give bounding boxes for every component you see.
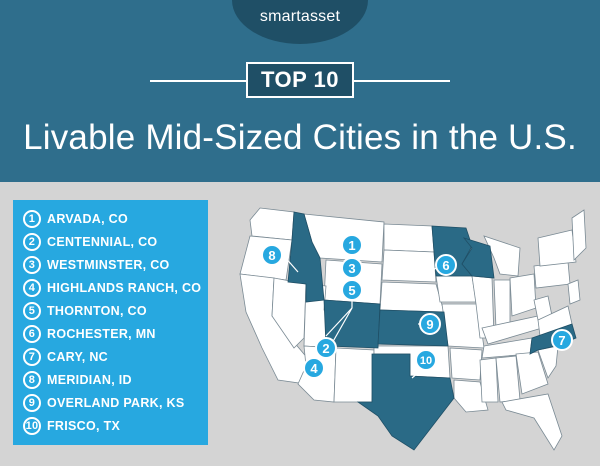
marker-label: 7 [558, 333, 565, 348]
state-michigan [483, 235, 521, 277]
marker-circle [415, 349, 437, 371]
city-name: ARVADA, CO [47, 212, 129, 226]
list-item: 1 ARVADA, CO [23, 208, 128, 230]
state-colorado [323, 299, 381, 349]
marker-circle [315, 337, 337, 359]
state-florida [501, 393, 563, 451]
state-alabama [495, 355, 521, 403]
state-nebraska [379, 281, 445, 313]
marker-label: 6 [442, 258, 449, 273]
map-marker: 5 [341, 279, 363, 301]
rank-number: 5 [23, 302, 41, 320]
rank-number: 2 [23, 233, 41, 251]
state-new-england [571, 209, 587, 261]
list-item: 3 WESTMINSTER, CO [23, 254, 170, 276]
map-marker: 8 [261, 244, 283, 266]
map-marker: 7 [551, 329, 573, 351]
city-name: THORNTON, CO [47, 304, 147, 318]
state-north-dakota [383, 223, 435, 253]
rank-number: 1 [23, 210, 41, 228]
map-marker: 4 [303, 357, 325, 379]
city-name: ROCHESTER, MN [47, 327, 156, 341]
page-title: Livable Mid-Sized Cities in the U.S. [23, 118, 577, 157]
list-item: 7 CARY, NC [23, 346, 108, 368]
logo-tab: smartasset [232, 0, 368, 44]
marker-label: 9 [426, 317, 433, 332]
badge-divider-left [150, 80, 246, 82]
city-name: MERIDIAN, ID [47, 373, 132, 387]
badge-divider-right [354, 80, 450, 82]
state-new-mexico [333, 347, 375, 403]
state-washington [249, 207, 295, 241]
list-item: 8 MERIDIAN, ID [23, 369, 132, 391]
header-banner: smartasset TOP 10 Livable Mid-Sized Citi… [0, 0, 600, 182]
list-item: 2 CENTENNIAL, CO [23, 231, 157, 253]
rank-number: 7 [23, 348, 41, 366]
list-item: 9 OVERLAND PARK, KS [23, 392, 185, 414]
marker-circle [435, 254, 457, 276]
city-name: WESTMINSTER, CO [47, 258, 170, 272]
marker-connector [325, 307, 353, 337]
map-marker: 10 [415, 349, 437, 371]
rank-number: 6 [23, 325, 41, 343]
state-south-dakota [381, 249, 437, 283]
list-item: 10 FRISCO, TX [23, 415, 120, 437]
marker-circle [419, 313, 441, 335]
state-arkansas [449, 347, 483, 381]
marker-circle [303, 357, 325, 379]
marker-label: 3 [348, 261, 355, 276]
list-item: 4 HIGHLANDS RANCH, CO [23, 277, 201, 299]
state-ohio [509, 273, 537, 317]
rank-number: 4 [23, 279, 41, 297]
marker-circle [341, 279, 363, 301]
city-name: OVERLAND PARK, KS [47, 396, 185, 410]
city-name: HIGHLANDS RANCH, CO [47, 281, 202, 295]
marker-label: 2 [322, 341, 329, 356]
state-wisconsin [461, 237, 495, 279]
state-iowa [435, 275, 477, 303]
marker-label: 8 [268, 248, 275, 263]
map-marker: 9 [419, 313, 441, 335]
city-name: CARY, NC [47, 350, 108, 364]
state-mississippi [479, 357, 499, 403]
marker-circle [261, 244, 283, 266]
marker-circle [551, 329, 573, 351]
map-marker: 1 [341, 234, 363, 256]
marker-label: 5 [348, 283, 355, 298]
us-map: 1 2 3 4 5 6 7 8 9 10 [239, 207, 587, 451]
list-item: 6 ROCHESTER, MN [23, 323, 156, 345]
city-name: CENTENNIAL, CO [47, 235, 158, 249]
smartasset-logo: smartasset [259, 8, 341, 25]
marker-connector [283, 255, 299, 273]
city-name: FRISCO, TX [47, 419, 121, 433]
rank-number: 10 [23, 417, 41, 435]
rank-number: 9 [23, 394, 41, 412]
state-texas [356, 353, 455, 451]
state-indiana [493, 279, 511, 329]
rank-number: 3 [23, 256, 41, 274]
marker-label: 10 [420, 355, 432, 367]
rankings-list: 1 ARVADA, CO 2 CENTENNIAL, CO 3 WESTMINS… [13, 200, 208, 445]
state-pennsylvania [533, 261, 571, 289]
map-marker: 2 [315, 337, 337, 359]
top-10-badge: TOP 10 [246, 62, 354, 98]
state-idaho [287, 211, 325, 303]
marker-label: 1 [348, 238, 355, 253]
map-marker: 6 [435, 254, 457, 276]
map-marker: 3 [341, 257, 363, 279]
marker-circle [341, 257, 363, 279]
state-new-york [537, 229, 577, 267]
list-item: 5 THORNTON, CO [23, 300, 147, 322]
marker-label: 4 [310, 361, 318, 376]
state-maryland-nj [567, 279, 581, 305]
rank-number: 8 [23, 371, 41, 389]
state-louisiana [453, 379, 489, 413]
marker-circle [341, 234, 363, 256]
